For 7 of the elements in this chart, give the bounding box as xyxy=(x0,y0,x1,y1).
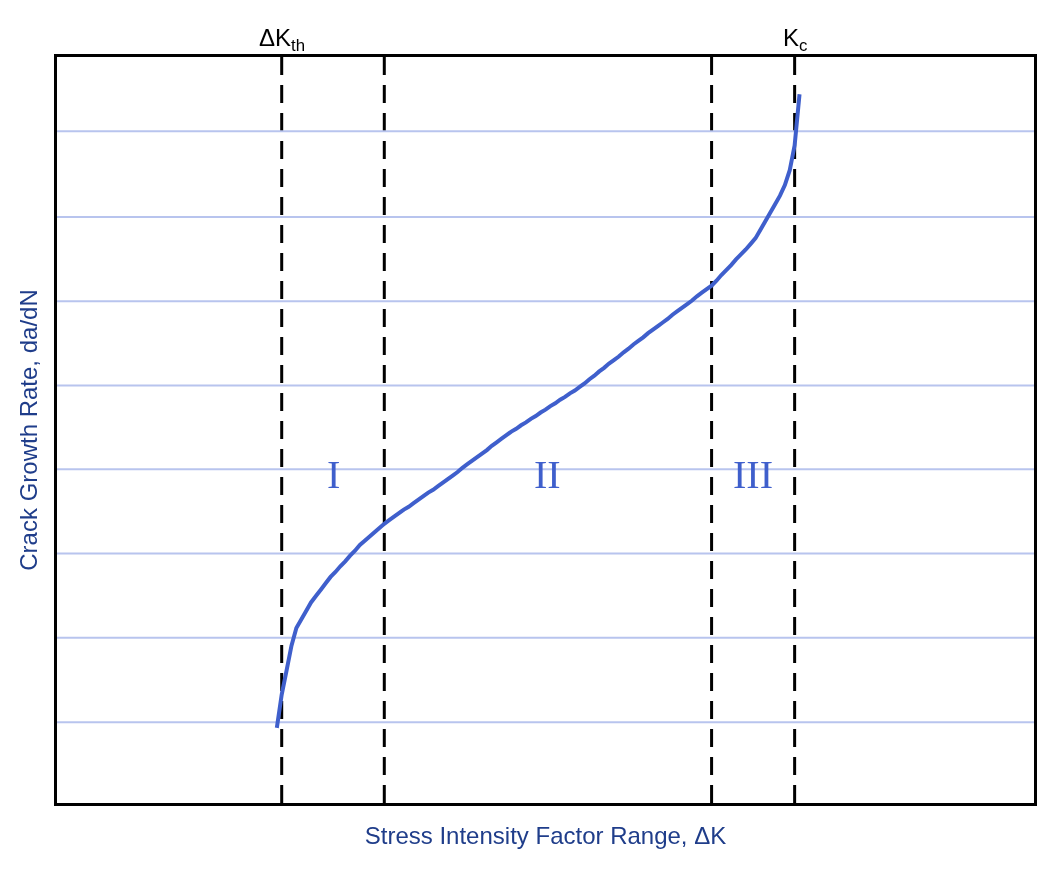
annotation: I xyxy=(327,452,341,497)
text: ΔK$_{th}$ xyxy=(259,24,306,56)
text: K$_{c}$ xyxy=(783,24,808,56)
y-axis-title: Crack Growth Rate, da/dN xyxy=(15,289,43,571)
x-axis-title: Stress Intensity Factor Range, ΔK xyxy=(364,821,727,849)
annotation: III xyxy=(733,452,773,497)
annotation: II xyxy=(534,452,561,497)
